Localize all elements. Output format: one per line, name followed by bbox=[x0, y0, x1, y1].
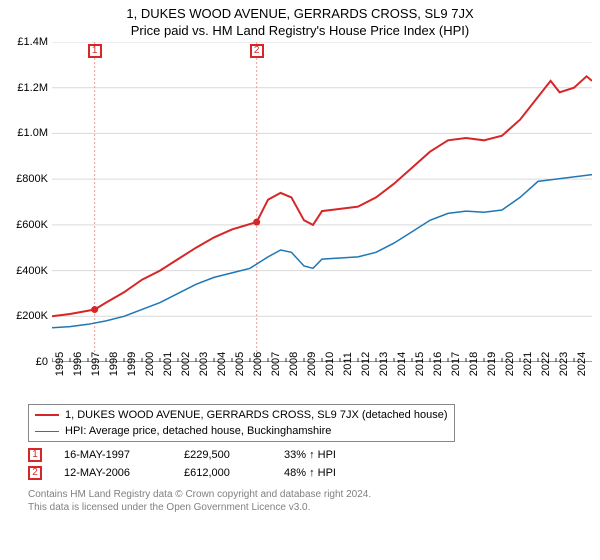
datapoint-hpi: 33% ↑ HPI bbox=[284, 449, 364, 461]
datapoint-price: £612,000 bbox=[184, 467, 284, 479]
xtick-label: 2001 bbox=[160, 352, 174, 376]
xtick-label: 2023 bbox=[556, 352, 570, 376]
xtick-label: 2021 bbox=[520, 352, 534, 376]
ytick-label: £1.2M bbox=[17, 82, 48, 94]
chart-marker-label: 1 bbox=[88, 44, 102, 58]
xtick-label: 2015 bbox=[412, 352, 426, 376]
xtick-label: 2014 bbox=[394, 352, 408, 376]
xtick-label: 2009 bbox=[304, 352, 318, 376]
attribution-text: Contains HM Land Registry data © Crown c… bbox=[28, 488, 592, 514]
ytick-label: £200K bbox=[16, 310, 48, 322]
xtick-label: 2008 bbox=[286, 352, 300, 376]
ytick-label: £1.4M bbox=[17, 36, 48, 48]
chart-marker-label: 2 bbox=[250, 44, 264, 58]
xtick-label: 2005 bbox=[232, 352, 246, 376]
datapoint-marker: 2 bbox=[28, 466, 42, 480]
xtick-label: 2019 bbox=[484, 352, 498, 376]
datapoint-hpi: 48% ↑ HPI bbox=[284, 467, 364, 479]
datapoint-row: 2 12-MAY-2006£612,00048% ↑ HPI bbox=[28, 464, 592, 482]
xtick-label: 2004 bbox=[214, 352, 228, 376]
xtick-label: 1995 bbox=[52, 352, 66, 376]
legend-swatch-hpi bbox=[35, 431, 59, 432]
ytick-label: £600K bbox=[16, 219, 48, 231]
datapoint-date: 12-MAY-2006 bbox=[64, 467, 184, 479]
xtick-label: 2016 bbox=[430, 352, 444, 376]
xtick-label: 1997 bbox=[88, 352, 102, 376]
attribution-line-2: This data is licensed under the Open Gov… bbox=[28, 501, 592, 514]
datapoint-date: 16-MAY-1997 bbox=[64, 449, 184, 461]
xtick-label: 2020 bbox=[502, 352, 516, 376]
chart-legend: 1, DUKES WOOD AVENUE, GERRARDS CROSS, SL… bbox=[28, 404, 455, 442]
xtick-label: 2007 bbox=[268, 352, 282, 376]
chart-title: 1, DUKES WOOD AVENUE, GERRARDS CROSS, SL… bbox=[8, 6, 592, 21]
legend-row-hpi: HPI: Average price, detached house, Buck… bbox=[35, 423, 448, 439]
xtick-label: 2022 bbox=[538, 352, 552, 376]
attribution-line-1: Contains HM Land Registry data © Crown c… bbox=[28, 488, 592, 501]
xtick-label: 1999 bbox=[124, 352, 138, 376]
legend-label-hpi: HPI: Average price, detached house, Buck… bbox=[65, 425, 331, 437]
datapoint-marker: 1 bbox=[28, 448, 42, 462]
xtick-label: 1996 bbox=[70, 352, 84, 376]
ytick-label: £0 bbox=[36, 356, 48, 368]
xtick-label: 2003 bbox=[196, 352, 210, 376]
chart-subtitle: Price paid vs. HM Land Registry's House … bbox=[8, 23, 592, 38]
xtick-label: 1998 bbox=[106, 352, 120, 376]
price-chart: £0£200K£400K£600K£800K£1.0M£1.2M£1.4M199… bbox=[52, 42, 592, 398]
legend-label-property: 1, DUKES WOOD AVENUE, GERRARDS CROSS, SL… bbox=[65, 409, 448, 421]
datapoint-table: 1 16-MAY-1997£229,50033% ↑ HPI 2 12-MAY-200… bbox=[28, 446, 592, 482]
xtick-label: 2024 bbox=[574, 352, 588, 376]
legend-swatch-property bbox=[35, 414, 59, 416]
xtick-label: 2011 bbox=[340, 352, 354, 376]
ytick-label: £800K bbox=[16, 173, 48, 185]
ytick-label: £1.0M bbox=[17, 127, 48, 139]
xtick-label: 2013 bbox=[376, 352, 390, 376]
ytick-label: £400K bbox=[16, 265, 48, 277]
datapoint-row: 1 16-MAY-1997£229,50033% ↑ HPI bbox=[28, 446, 592, 464]
xtick-label: 2006 bbox=[250, 352, 264, 376]
datapoint-price: £229,500 bbox=[184, 449, 284, 461]
xtick-label: 2002 bbox=[178, 352, 192, 376]
xtick-label: 2010 bbox=[322, 352, 336, 376]
legend-row-property: 1, DUKES WOOD AVENUE, GERRARDS CROSS, SL… bbox=[35, 407, 448, 423]
xtick-label: 2000 bbox=[142, 352, 156, 376]
xtick-label: 2017 bbox=[448, 352, 462, 376]
xtick-label: 2018 bbox=[466, 352, 480, 376]
xtick-label: 2012 bbox=[358, 352, 372, 376]
